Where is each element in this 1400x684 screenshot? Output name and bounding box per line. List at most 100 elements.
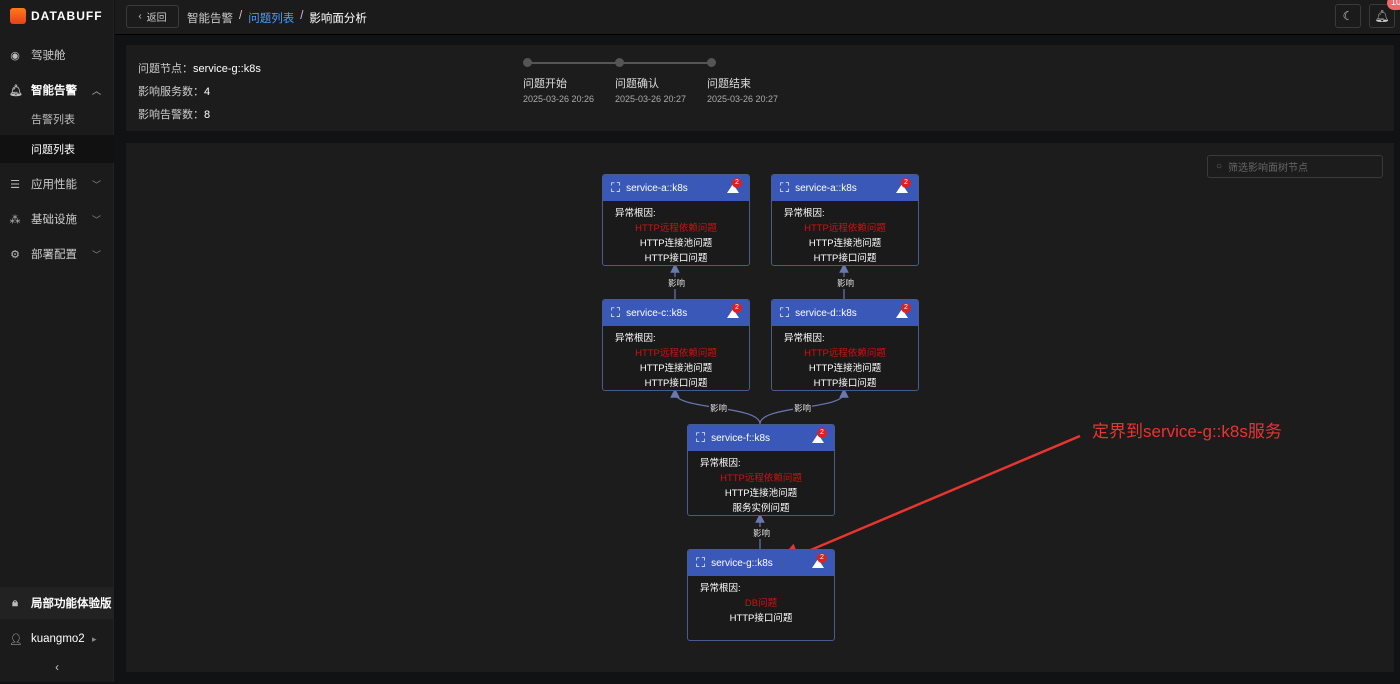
cause-label: 异常根因: <box>784 333 825 344</box>
edge-label: 影响 <box>667 277 687 289</box>
root-cause: 服务实例问题 <box>732 503 790 514</box>
alert-icon[interactable]: 2 <box>896 303 911 319</box>
cause-label: 异常根因: <box>784 208 825 219</box>
root-cause: HTTP连接池问题 <box>808 238 882 249</box>
logo-icon <box>10 8 26 24</box>
alert-icon[interactable]: 2 <box>727 303 742 319</box>
trial-version[interactable]: 🔒︎ 局部功能体验版 <box>0 587 114 619</box>
apm-icon: ☰ <box>10 178 20 191</box>
root-cause: HTTP远程依赖问题 <box>804 223 886 234</box>
collapse-sidebar-button[interactable]: ‹ <box>0 652 114 684</box>
gear-icon: ⚙ <box>10 248 20 261</box>
service-icon: ⛶ <box>696 430 706 445</box>
timeline-time: 2025-03-26 20:27 <box>615 94 687 104</box>
cause-label: 异常根因: <box>615 208 656 219</box>
root-cause: HTTP连接池问题 <box>724 488 798 499</box>
alert-icon[interactable]: 2 <box>896 178 911 194</box>
sidebar-item-infra[interactable]: ⁂ 基础设施 ﹀ <box>9 213 102 227</box>
service-node[interactable]: ⛶ service-g::k8s 2 异常根因: DB问题 HTTP接口问题 <box>687 549 835 641</box>
timeline-dot <box>707 58 716 67</box>
node-filter-input[interactable]: ○ 筛选影响面树节点 <box>1207 155 1383 178</box>
alert-count-badge: 2 <box>817 428 827 438</box>
node-header: ⛶ service-f::k8s 2 <box>688 425 834 451</box>
chevron-down-icon: ﹀ <box>92 179 102 190</box>
logo[interactable]: DATABUFF <box>10 8 103 24</box>
sidebar-item-apm[interactable]: ☰ 应用性能 ﹀ <box>10 178 102 192</box>
root-cause: HTTP接口问题 <box>813 253 877 264</box>
chevron-left-icon: ‹ <box>138 11 142 22</box>
node-name: service-c::k8s <box>626 307 688 319</box>
root-cause: HTTP远程依赖问题 <box>720 473 802 484</box>
service-node[interactable]: ⛶ service-a::k8s 2 异常根因: HTTP远程依赖问题 HTTP连接池问题… <box>602 174 750 266</box>
bell-icon: 🔔︎ <box>1374 9 1390 23</box>
node-name: service-a::k8s <box>626 182 688 194</box>
node-name: service-a::k8s <box>795 182 857 194</box>
root-cause: HTTP远程依赖问题 <box>635 223 717 234</box>
root-cause: HTTP远程依赖问题 <box>804 348 886 359</box>
cause-label: 异常根因: <box>700 458 741 469</box>
alert-count-badge: 2 <box>732 178 742 188</box>
alert-icon[interactable]: 2 <box>727 178 742 194</box>
bell-icon: 🔔︎ <box>9 84 23 97</box>
search-icon: ○ <box>1216 161 1223 172</box>
service-icon: ⛶ <box>780 305 790 320</box>
problem-info-panel: 问题节点：service-g::k8s 影响服务数：4 影响告警数：8 问题开始… <box>126 45 1394 131</box>
alert-count-badge: 2 <box>732 303 742 313</box>
node-header: ⛶ service-a::k8s 2 <box>603 175 749 201</box>
dashboard-icon: ◉ <box>10 49 20 62</box>
timeline-time: 2025-03-26 20:26 <box>523 94 595 104</box>
root-cause: HTTP连接池问题 <box>639 238 713 249</box>
chevron-left-icon: ‹ <box>55 662 59 674</box>
node-name: service-f::k8s <box>711 432 771 444</box>
root-cause: HTTP接口问题 <box>644 253 708 264</box>
edge-label: 影响 <box>709 402 729 414</box>
chevron-up-icon: ︿ <box>92 85 102 96</box>
sidebar-item-problem-list[interactable]: 问题列表 <box>0 135 114 163</box>
notification-button[interactable]: 🔔︎ <box>1369 4 1395 28</box>
service-icon: ⛶ <box>780 180 790 195</box>
sidebar-item-alert-list[interactable]: 告警列表 <box>31 114 75 126</box>
theme-toggle-button[interactable]: ☾ <box>1335 4 1361 28</box>
root-cause: HTTP接口问题 <box>813 378 877 389</box>
timeline-label: 问题开始 <box>523 78 567 90</box>
breadcrumb-item[interactable]: 问题列表 <box>248 13 295 25</box>
cause-label: 异常根因: <box>615 333 656 344</box>
timeline-label: 问题确认 <box>615 78 659 90</box>
sidebar-item-deploy[interactable]: ⚙ 部署配置 ﹀ <box>10 248 102 262</box>
user-menu[interactable]: 👤︎ kuangmo2 ▸ <box>9 633 97 646</box>
service-icon: ⛶ <box>696 555 706 570</box>
affected-services: 影响服务数：4 <box>138 86 211 98</box>
node-header: ⛶ service-d::k8s 2 <box>772 300 918 326</box>
annotation-text: 定界到service-g::k8s服务 <box>1092 422 1282 441</box>
sidebar: DATABUFF ◉ 驾驶舱 🔔︎ 智能告警 ︿ 告警列表 问题列表 ☰ 应用性能 ﹀ ⁂… <box>0 0 114 682</box>
service-icon: ⛶ <box>611 305 621 320</box>
alert-icon[interactable]: 2 <box>812 428 827 444</box>
node-header: ⛶ service-a::k8s 2 <box>772 175 918 201</box>
edge-label: 影响 <box>752 527 772 539</box>
timeline-dot <box>523 58 532 67</box>
sidebar-item-alerts[interactable]: 🔔︎ 智能告警 ︿ <box>9 84 102 98</box>
infra-icon: ⁂ <box>9 213 21 226</box>
root-cause: HTTP连接池问题 <box>808 363 882 374</box>
node-header: ⛶ service-c::k8s 2 <box>603 300 749 326</box>
breadcrumb-current: 影响面分析 <box>309 13 367 25</box>
breadcrumb: 智能告警 / 问题列表 / 影响面分析 <box>187 10 367 25</box>
affected-alerts: 影响告警数：8 <box>138 109 211 121</box>
chevron-down-icon: ﹀ <box>92 214 102 225</box>
sidebar-item-cockpit[interactable]: ◉ 驾驶舱 <box>10 49 66 63</box>
alert-icon[interactable]: 2 <box>812 553 827 569</box>
root-cause: DB问题 <box>744 598 778 609</box>
back-button[interactable]: ‹ 返回 <box>126 5 179 28</box>
user-icon: 👤︎ <box>9 633 23 646</box>
timeline-time: 2025-03-26 20:27 <box>707 94 779 104</box>
alert-count-badge: 2 <box>901 303 911 313</box>
root-cause: HTTP连接池问题 <box>639 363 713 374</box>
timeline-dot <box>615 58 624 67</box>
breadcrumb-item[interactable]: 智能告警 <box>187 13 233 25</box>
problem-node: 问题节点：service-g::k8s <box>138 63 261 75</box>
root-cause: HTTP远程依赖问题 <box>635 348 717 359</box>
